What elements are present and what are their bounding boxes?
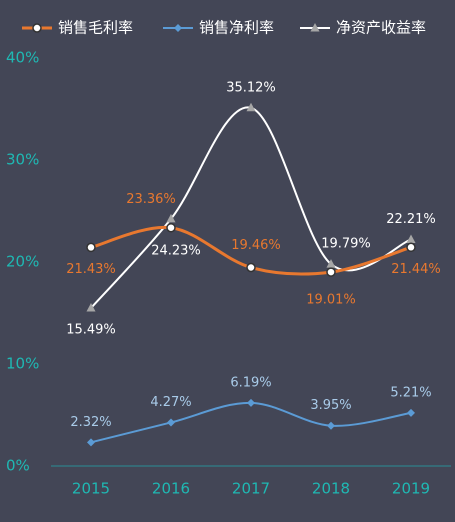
marker <box>327 421 335 430</box>
legend-label: 净资产收益率 <box>336 19 426 37</box>
data-label: 19.01% <box>306 293 356 308</box>
y-tick-label: 0% <box>6 457 30 475</box>
marker <box>406 234 416 243</box>
marker <box>174 24 182 32</box>
legend-label: 销售净利率 <box>199 19 274 37</box>
data-label: 21.44% <box>391 262 441 277</box>
data-label: 35.12% <box>226 80 276 95</box>
legend-label: 销售毛利率 <box>58 19 133 37</box>
marker <box>246 102 256 112</box>
data-label: 22.21% <box>386 212 436 227</box>
data-label: 21.43% <box>66 262 116 277</box>
data-label: 23.36% <box>126 192 176 207</box>
x-tick-label: 2016 <box>152 480 190 498</box>
y-tick-label: 40% <box>6 49 39 67</box>
data-label: 4.27% <box>150 395 191 410</box>
marker <box>407 408 415 417</box>
marker <box>247 398 255 407</box>
data-label: 6.19% <box>230 375 271 390</box>
x-tick-label: 2018 <box>312 480 350 498</box>
marker <box>406 242 416 253</box>
data-label: 5.21% <box>390 385 431 400</box>
marker <box>167 418 175 427</box>
marker <box>86 242 96 253</box>
y-tick-label: 20% <box>6 253 39 271</box>
data-label: 15.49% <box>66 323 116 338</box>
marker <box>166 213 176 223</box>
marker <box>32 23 42 33</box>
marker <box>326 267 336 277</box>
data-label: 19.46% <box>231 238 281 253</box>
data-label: 2.32% <box>70 415 111 430</box>
marker <box>87 438 95 447</box>
marker <box>310 23 320 32</box>
y-tick-label: 30% <box>6 151 39 169</box>
marker <box>166 222 176 233</box>
x-tick-label: 2015 <box>72 480 110 498</box>
data-label: 3.95% <box>310 398 351 413</box>
y-tick-label: 10% <box>6 355 39 373</box>
data-label: 19.79% <box>321 237 371 252</box>
marker <box>326 259 336 268</box>
x-tick-label: 2017 <box>232 480 270 498</box>
marker <box>86 303 96 312</box>
marker <box>246 262 256 273</box>
data-label: 24.23% <box>151 243 201 258</box>
x-tick-label: 2019 <box>392 480 430 498</box>
